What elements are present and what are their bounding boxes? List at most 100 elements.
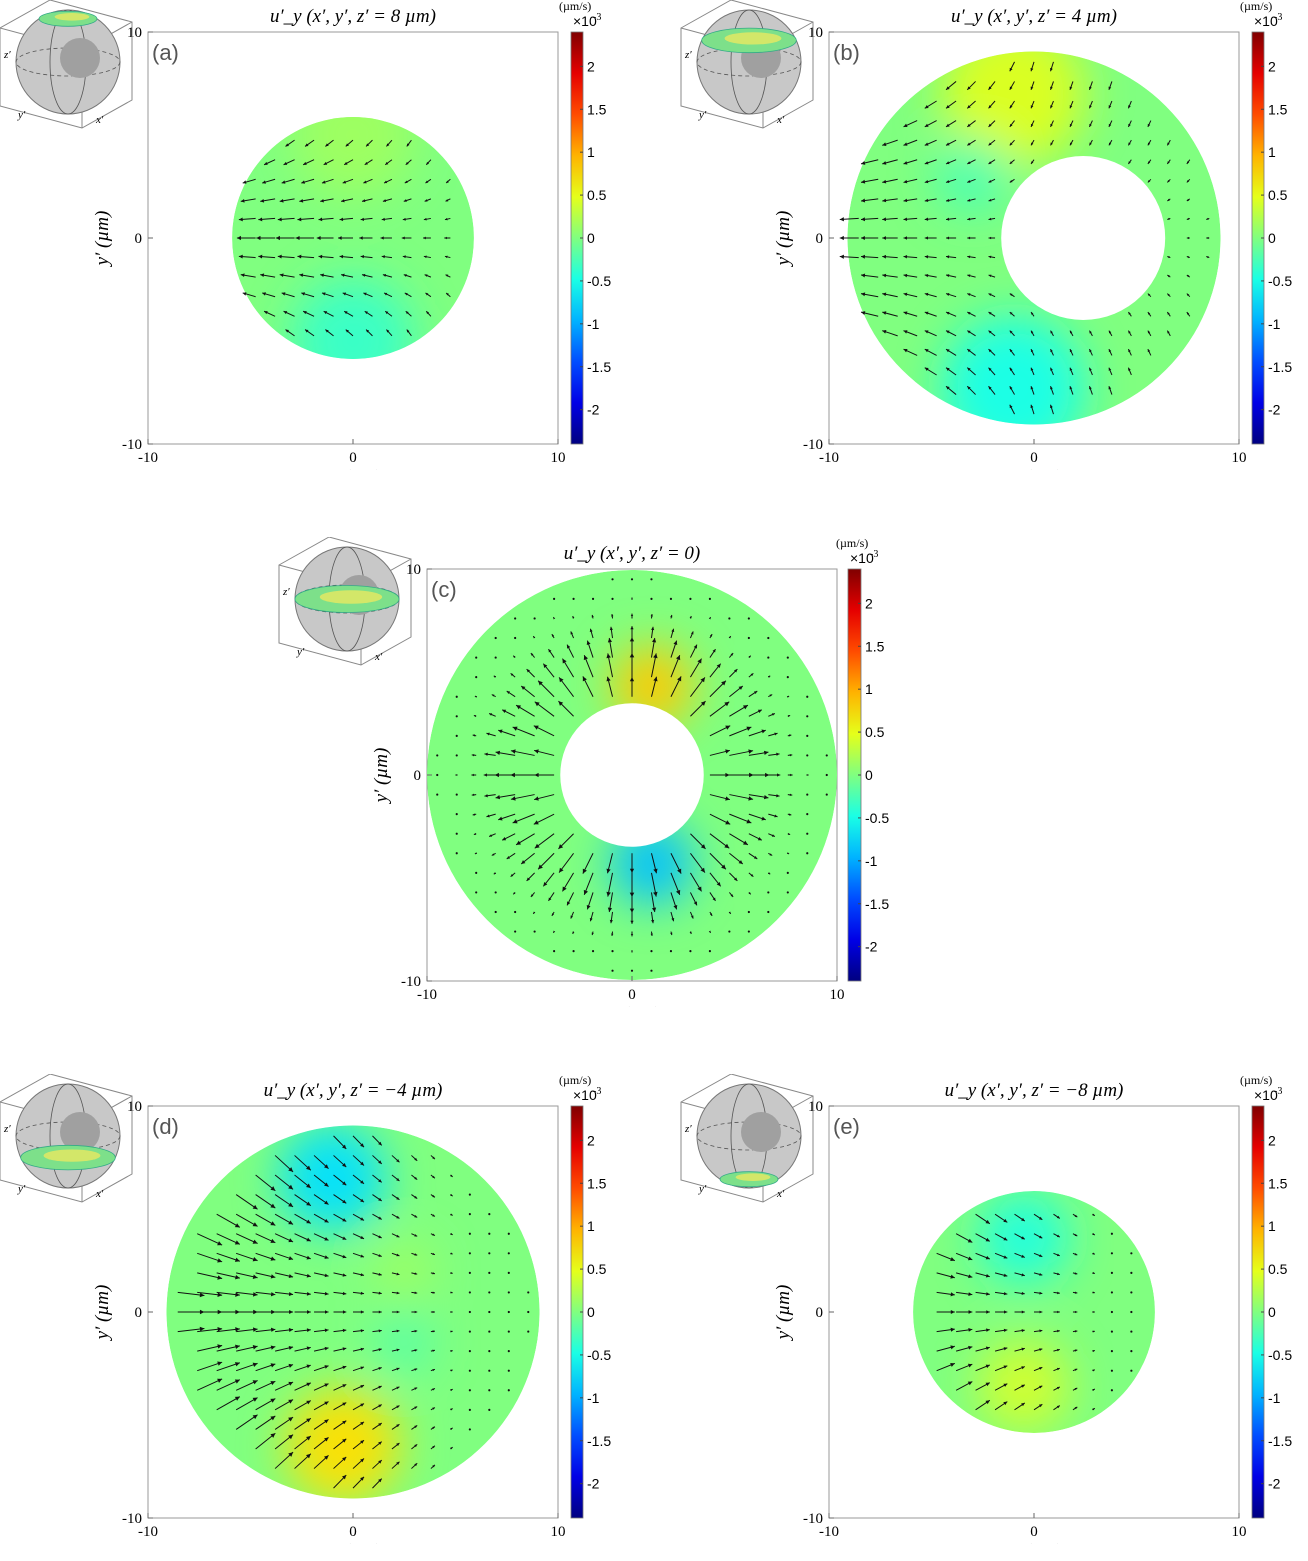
quiver-head xyxy=(303,161,307,165)
quiver-head xyxy=(653,653,658,659)
quiver-head xyxy=(1050,123,1053,127)
colorbar-tick-label: 1.5 xyxy=(865,638,885,654)
quiver-dot xyxy=(806,734,809,737)
quiver-head xyxy=(968,1292,973,1297)
quiver-head xyxy=(306,1364,311,1369)
quiver-head xyxy=(1039,1254,1043,1257)
colorbar-tick-label: 1.5 xyxy=(587,101,607,117)
colorbar-tick-label: 1 xyxy=(1268,144,1276,160)
quiver-head xyxy=(414,1387,418,1390)
quiver-head xyxy=(432,1388,435,1391)
quiver-head xyxy=(903,198,908,203)
quiver-head xyxy=(1009,386,1013,390)
quiver-head xyxy=(342,292,347,296)
quiver-head xyxy=(533,820,539,825)
quiver-head xyxy=(903,330,908,334)
quiver xyxy=(236,139,451,337)
quiver-head xyxy=(396,1329,400,1333)
quiver-dot xyxy=(553,597,556,600)
quiver-head xyxy=(750,673,754,676)
quiver-head xyxy=(414,1406,418,1409)
colorbar-scale: ×10 xyxy=(850,550,874,566)
quiver-head xyxy=(670,932,673,936)
colorbar-scale: ×10 xyxy=(1254,1087,1278,1103)
quiver-head xyxy=(270,1256,276,1261)
quiver-head xyxy=(553,930,556,933)
quiver-head xyxy=(988,123,992,127)
quiver-head xyxy=(946,86,950,90)
quiver-head xyxy=(1009,330,1013,334)
field-blob-1 xyxy=(291,279,415,359)
quiver-head xyxy=(270,1398,276,1403)
quiver-head xyxy=(650,933,653,936)
quiver-head xyxy=(774,814,778,818)
quiver-head xyxy=(988,293,992,296)
quiver-dot xyxy=(488,1350,491,1353)
quiver-head xyxy=(378,1367,382,1370)
quiver-head xyxy=(526,877,530,881)
quiver-head xyxy=(1031,312,1034,315)
quiver-head xyxy=(493,872,497,875)
quiver-head xyxy=(306,1201,311,1206)
quiver-head xyxy=(753,691,758,695)
quiver-head xyxy=(1074,1291,1078,1294)
quiver-head xyxy=(432,1214,435,1217)
quiver-dot xyxy=(494,891,497,894)
quiver-head xyxy=(606,868,611,874)
quiver-head xyxy=(236,235,241,241)
quiver-head xyxy=(325,143,329,147)
quiver-head xyxy=(406,329,410,333)
quiver-head xyxy=(217,1275,223,1280)
quiver-dot xyxy=(436,793,439,796)
quiver-dot xyxy=(591,597,595,600)
y-axis-label: y′ (µm) xyxy=(92,211,113,268)
quiver-head xyxy=(651,907,657,913)
svg-text:y′: y′ xyxy=(698,1183,707,1195)
quiver-head xyxy=(631,950,633,953)
quiver-head xyxy=(396,1386,400,1390)
quiver-head xyxy=(414,1425,418,1429)
y-tick-label: 10 xyxy=(406,562,421,578)
quiver-head xyxy=(344,311,348,315)
colorbar-tick-label: -2 xyxy=(865,939,878,955)
quiver-head xyxy=(1009,349,1013,353)
quiver-head xyxy=(1186,198,1190,201)
quiver-head xyxy=(765,772,770,778)
quiver-head xyxy=(378,1160,382,1164)
svg-text:x′: x′ xyxy=(374,651,383,663)
quiver-head xyxy=(378,1179,382,1183)
quiver-head xyxy=(558,701,564,706)
quiver-head xyxy=(234,1362,240,1367)
quiver-head xyxy=(1092,1252,1095,1255)
colorbar-tick-label: -2 xyxy=(587,1476,600,1492)
quiver-dot xyxy=(494,636,497,640)
quiver-head xyxy=(988,198,992,202)
quiver-head xyxy=(285,143,289,147)
quiver-head xyxy=(530,653,534,656)
colorbar[interactable]: 2 1.5 1 0.5 0 -0.5 -1 -1.5 -2 (µm/s)×10-3 xyxy=(836,536,889,982)
colorbar[interactable]: 2 1.5 1 0.5 0 -0.5 -1 -1.5 -2 (µm/s)×10-3 xyxy=(559,0,611,445)
colorbar[interactable]: 2 1.5 1 0.5 0 -0.5 -1 -1.5 -2 (µm/s)×10-3 xyxy=(559,1073,611,1519)
quiver-head xyxy=(629,868,635,873)
quiver-head xyxy=(1128,312,1131,315)
quiver-head xyxy=(1021,1310,1025,1314)
quiver-head xyxy=(767,872,771,875)
quiver-head xyxy=(548,897,552,901)
chart-title: u′_y (x′, y′, z′ = −8 µm) xyxy=(945,1080,1124,1101)
quiver-head xyxy=(1021,1384,1025,1388)
quiver-dot xyxy=(468,1408,471,1411)
quiver-dot xyxy=(1130,1350,1133,1353)
quiver-head xyxy=(861,236,865,240)
quiver-head xyxy=(484,794,488,798)
quiver-head xyxy=(1206,236,1209,240)
quiver-head xyxy=(1186,161,1190,164)
quiver-head xyxy=(1186,293,1190,297)
quiver-head xyxy=(378,1423,382,1427)
quiver-head xyxy=(235,1327,240,1332)
colorbar[interactable]: 2 1.5 1 0.5 0 -0.5 -1 -1.5 -2 (µm/s)×10-3 xyxy=(1240,0,1292,445)
colorbar[interactable]: 2 1.5 1 0.5 0 -0.5 -1 -1.5 -2 (µm/s)×10-3 xyxy=(1240,1073,1292,1519)
quiver-head xyxy=(404,292,408,296)
quiver-head xyxy=(882,179,887,184)
quiver-dot xyxy=(468,1389,471,1392)
quiver-head xyxy=(790,773,793,777)
